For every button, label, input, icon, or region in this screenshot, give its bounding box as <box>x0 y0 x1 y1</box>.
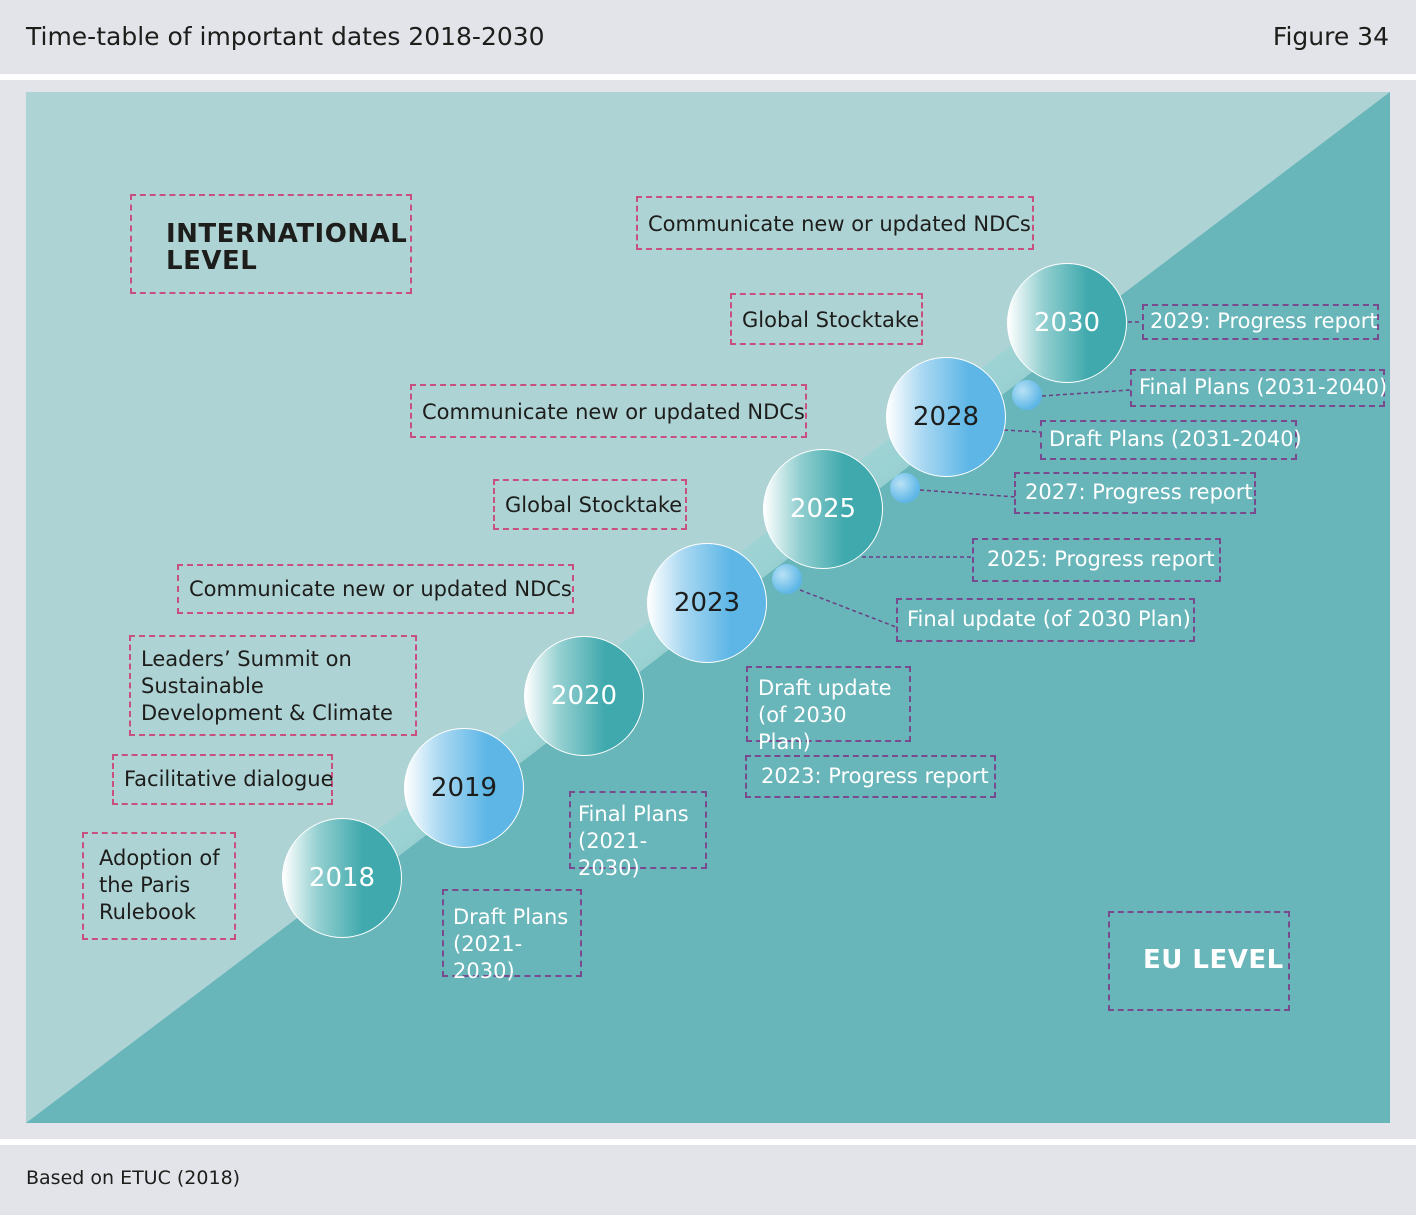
intl-event-leaders-summit: Leaders’ Summit on Sustainable Developme… <box>129 635 417 736</box>
year-label: 2018 <box>308 863 376 893</box>
eu-event-final-plans-2021: Final Plans (2021-2030) <box>569 791 707 880</box>
intl-event-facilitative-dialogue: Facilitative dialogue <box>112 754 334 805</box>
eu-event-draft-update-2030-plan: Draft update (of 2030 Plan) <box>746 666 911 754</box>
figure-title: Time-table of important dates 2018-2030 <box>26 22 545 51</box>
intl-event-paris-rulebook: Adoption of the Paris Rulebook <box>82 832 236 940</box>
year-label: 2019 <box>430 773 498 803</box>
figure-number: Figure 34 <box>1272 22 1389 51</box>
intl-event-ndc-2030: Communicate new or updated NDCs <box>636 196 1034 250</box>
source-note: Based on ETUC (2018) <box>26 1167 241 1189</box>
eu-event-progress-2027: 2027: Progress report <box>1014 472 1256 514</box>
eu-event-progress-2023: 2023: Progress report <box>745 755 996 798</box>
year-circle-2019: 2019 <box>404 728 524 848</box>
milestone-dot <box>890 473 920 503</box>
eu-event-draft-plans-2031: Draft Plans (2031-2040) <box>1040 420 1302 460</box>
connector-lines <box>799 321 1142 628</box>
figure-header: Time-table of important dates 2018-2030 … <box>0 0 1416 74</box>
header-divider <box>0 74 1416 80</box>
year-circle-2023: 2023 <box>647 543 767 663</box>
footer-divider <box>0 1139 1416 1145</box>
year-circle-2028: 2028 <box>886 357 1006 477</box>
year-label: 2030 <box>1033 308 1101 338</box>
intl-event-stocktake-2023: Global Stocktake <box>493 479 687 530</box>
intl-event-stocktake-2028: Global Stocktake <box>730 293 923 345</box>
year-circle-2025: 2025 <box>763 449 883 569</box>
eu-event-draft-plans-2021: Draft Plans (2021-2030) <box>442 889 582 983</box>
year-circle-2018: 2018 <box>282 818 402 938</box>
eu-event-progress-2025: 2025: Progress report <box>972 538 1221 582</box>
milestone-dot <box>1012 380 1042 410</box>
eu-level-label: EU LEVEL <box>1108 911 1290 1011</box>
year-label: 2023 <box>673 588 741 618</box>
year-label: 2028 <box>912 402 980 432</box>
eu-event-progress-2029: 2029: Progress report <box>1142 304 1379 340</box>
intl-event-ndc-2025: Communicate new or updated NDCs <box>410 384 807 438</box>
milestone-dot <box>772 564 802 594</box>
year-circle-2020: 2020 <box>524 636 644 756</box>
timeline-panel: INTERNATIONAL LEVEL Communicate new or u… <box>26 92 1390 1123</box>
international-level-label: INTERNATIONAL LEVEL <box>130 194 412 294</box>
year-circle-2030: 2030 <box>1007 263 1127 383</box>
year-label: 2020 <box>550 681 618 711</box>
eu-event-final-update-2030-plan: Final update (of 2030 Plan) <box>896 598 1195 642</box>
year-label: 2025 <box>789 494 857 524</box>
intl-event-ndc-2020: Communicate new or updated NDCs <box>177 564 574 614</box>
eu-event-final-plans-2031: Final Plans (2031-2040) <box>1130 369 1387 407</box>
